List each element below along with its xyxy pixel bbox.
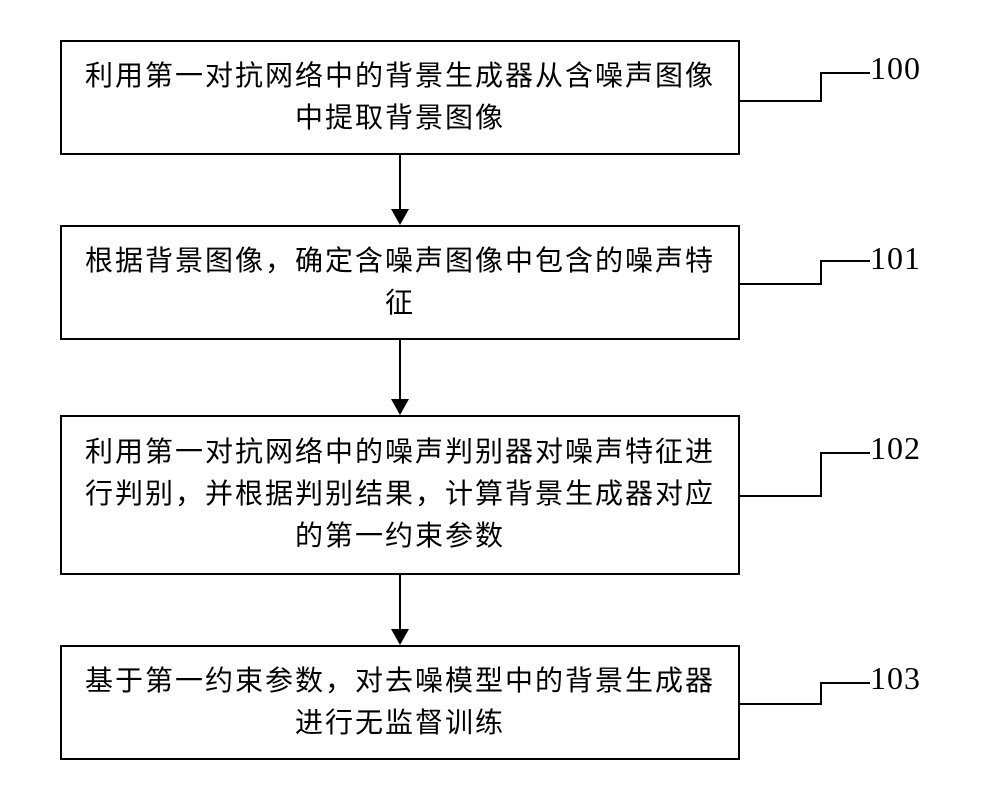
flow-step-102: 利用第一对抗网络中的噪声判别器对噪声特征进行判别，并根据判别结果，计算背景生成器… [60,415,740,575]
leader-line [740,703,820,705]
flow-arrow-line [399,575,401,629]
step-label-101: 101 [870,240,921,277]
leader-line [820,452,822,497]
flow-arrow-head [391,629,409,645]
flow-step-text: 根据背景图像，确定含噪声图像中包含的噪声特征 [82,241,718,325]
flow-step-text: 基于第一约束参数，对去噪模型中的背景生成器进行无监督训练 [82,661,718,745]
leader-line [820,72,822,102]
step-label-103: 103 [870,660,921,697]
step-label-102: 102 [870,430,921,467]
flow-step-100: 利用第一对抗网络中的背景生成器从含噪声图像中提取背景图像 [60,40,740,155]
leader-line [820,682,822,705]
leader-line [820,682,870,684]
flow-arrow-head [391,399,409,415]
leader-line [740,495,820,497]
leader-line [820,452,870,454]
flow-arrow-head [391,209,409,225]
flow-step-text: 利用第一对抗网络中的噪声判别器对噪声特征进行判别，并根据判别结果，计算背景生成器… [82,432,718,558]
flow-step-text: 利用第一对抗网络中的背景生成器从含噪声图像中提取背景图像 [82,56,718,140]
leader-line [740,100,820,102]
leader-line [820,260,870,262]
flow-arrow-line [399,155,401,209]
leader-line [820,72,870,74]
leader-line [820,260,822,285]
leader-line [740,283,820,285]
flow-arrow-line [399,340,401,399]
step-label-100: 100 [870,50,921,87]
flow-step-101: 根据背景图像，确定含噪声图像中包含的噪声特征 [60,225,740,340]
flow-step-103: 基于第一约束参数，对去噪模型中的背景生成器进行无监督训练 [60,645,740,760]
flowchart-canvas: 利用第一对抗网络中的背景生成器从含噪声图像中提取背景图像 100 根据背景图像，确定… [0,0,1000,810]
